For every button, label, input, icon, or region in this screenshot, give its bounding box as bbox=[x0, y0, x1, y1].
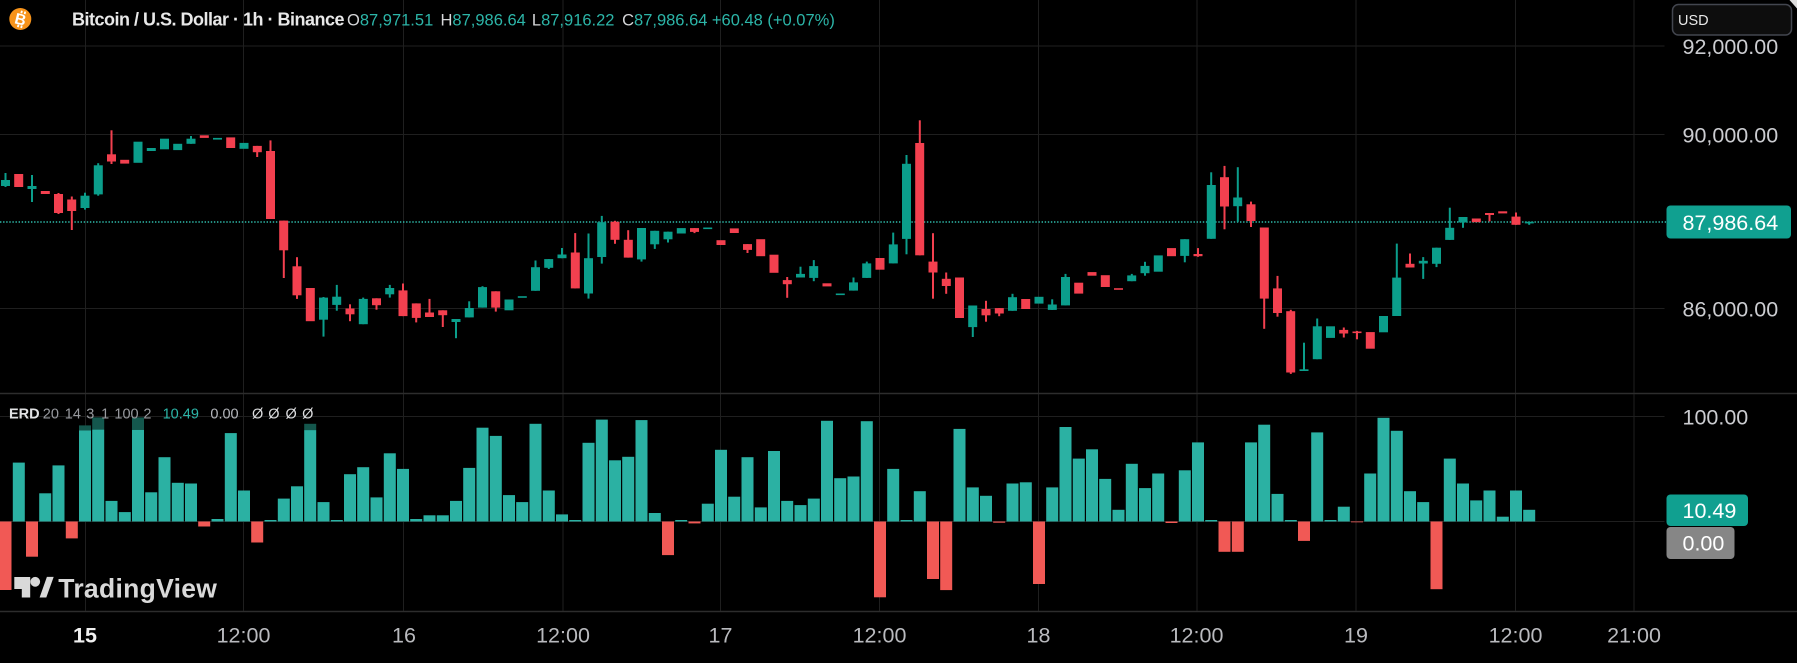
svg-text:L87,916.22: L87,916.22 bbox=[532, 12, 615, 30]
svg-text:B: B bbox=[13, 11, 28, 30]
svg-text:17: 17 bbox=[709, 623, 733, 647]
svg-text:87,986.64: 87,986.64 bbox=[1683, 211, 1779, 235]
svg-text:Ø: Ø bbox=[302, 407, 313, 423]
svg-text:1: 1 bbox=[101, 407, 109, 423]
svg-text:+60.48 (+0.07%): +60.48 (+0.07%) bbox=[712, 12, 835, 30]
svg-text:3: 3 bbox=[86, 407, 94, 423]
svg-text:12:00: 12:00 bbox=[536, 623, 590, 647]
svg-text:20: 20 bbox=[43, 407, 59, 423]
svg-text:92,000.00: 92,000.00 bbox=[1683, 35, 1779, 59]
svg-text:0.00: 0.00 bbox=[1683, 531, 1725, 555]
svg-text:10.49: 10.49 bbox=[163, 407, 199, 423]
svg-text:O87,971.51: O87,971.51 bbox=[347, 12, 433, 30]
svg-text:21:00: 21:00 bbox=[1607, 623, 1661, 647]
svg-text:15: 15 bbox=[73, 623, 97, 647]
svg-text:90,000.00: 90,000.00 bbox=[1683, 123, 1779, 147]
svg-text:0.00: 0.00 bbox=[210, 407, 238, 423]
svg-text:12:00: 12:00 bbox=[1489, 623, 1543, 647]
svg-text:12:00: 12:00 bbox=[217, 623, 271, 647]
svg-text:H87,986.64: H87,986.64 bbox=[441, 12, 526, 30]
svg-text:12:00: 12:00 bbox=[1170, 623, 1224, 647]
svg-text:Bitcoin / U.S. Dollar · 1h · B: Bitcoin / U.S. Dollar · 1h · Binance bbox=[72, 10, 345, 30]
svg-text:18: 18 bbox=[1027, 623, 1051, 647]
svg-text:ERD: ERD bbox=[9, 407, 40, 423]
svg-text:12:00: 12:00 bbox=[853, 623, 907, 647]
svg-text:10.49: 10.49 bbox=[1683, 499, 1737, 523]
svg-text:2: 2 bbox=[143, 407, 151, 423]
svg-text:86,000.00: 86,000.00 bbox=[1683, 297, 1779, 321]
svg-text:Ø: Ø bbox=[286, 407, 297, 423]
svg-text:19: 19 bbox=[1344, 623, 1368, 647]
svg-text:TradingView: TradingView bbox=[58, 574, 217, 604]
svg-text:100: 100 bbox=[114, 407, 138, 423]
svg-text:16: 16 bbox=[392, 623, 416, 647]
svg-text:C87,986.64: C87,986.64 bbox=[622, 12, 707, 30]
svg-text:100.00: 100.00 bbox=[1683, 405, 1749, 429]
svg-text:Ø: Ø bbox=[252, 407, 263, 423]
svg-text:USD: USD bbox=[1678, 13, 1709, 29]
svg-text:Ø: Ø bbox=[268, 407, 279, 423]
svg-text:14: 14 bbox=[65, 407, 81, 423]
